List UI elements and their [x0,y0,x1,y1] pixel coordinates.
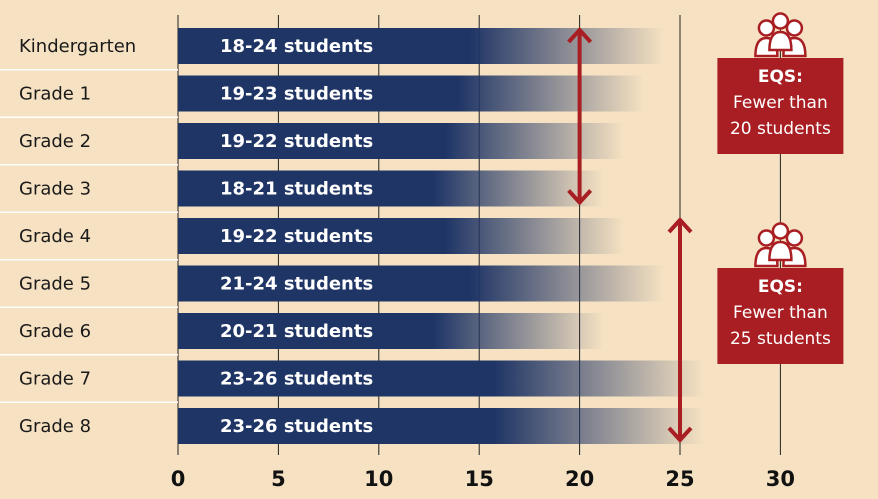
bars: 18-24 students 19-23 students 19-22 studen… [178,28,705,444]
bar [178,408,705,444]
bar-label: 19-23 students [220,84,373,105]
person-body [768,30,793,52]
bar-label: 21-24 students [220,274,373,295]
person-head [785,229,804,247]
x-tick-label: 15 [465,467,494,491]
bar [178,170,604,207]
eqs-text: 20 students [730,119,831,139]
category-label: Grade 6 [19,321,91,342]
person-head [757,229,776,247]
bar [178,360,705,397]
people-icon [754,222,807,268]
category-label: Grade 1 [19,84,91,105]
x-tick-label: 0 [171,467,186,491]
person-head [785,19,804,37]
arrow-head-down [667,426,693,443]
eqs-box [717,58,844,154]
people-icon [754,12,807,58]
range-arrow [667,217,693,443]
category-label: Kindergarten [19,36,136,57]
arrow-head-up [567,27,593,44]
bar-label: 18-21 students [220,179,373,200]
bar [178,75,644,112]
person-body [768,240,793,262]
bar [178,218,624,254]
bar-label: 19-22 students [220,226,373,247]
bar [178,123,624,159]
eqs-text: Fewer than [733,303,828,323]
category-label: Grade 2 [19,131,91,152]
bar-label: 23-26 students [220,416,373,437]
x-tick-label: 10 [364,467,393,491]
x-axis-ticks: 0 5 10 15 20 25 30 [171,467,795,491]
bar-label: 19-22 students [220,131,373,152]
category-label: Grade 7 [19,369,91,390]
person-head [771,222,790,240]
category-label: Grade 4 [19,226,91,247]
x-tick-label: 5 [271,467,286,491]
bar-label: 20-21 students [220,321,373,342]
category-label: Grade 3 [19,179,91,200]
bar-label: 23-26 students [220,369,373,390]
category-label: Grade 5 [19,274,91,295]
person-head [771,12,790,30]
category-label: Grade 8 [19,416,91,437]
x-tick-label: 30 [766,467,795,491]
arrow-head-down [567,189,593,206]
eqs-box [717,268,844,364]
person-head [757,19,776,37]
eqs-text: Fewer than [733,93,828,113]
bar [178,265,664,302]
x-tick-label: 20 [565,467,594,491]
eqs-text: 25 students [730,329,831,349]
bar [178,313,604,349]
eqs-title: EQS: [758,67,803,87]
range-arrow [567,27,593,206]
category-labels: Kindergarten Grade 1 Grade 2 Grade 3 Grade 4… [0,36,178,437]
eqs-title: EQS: [758,277,803,297]
bar-label: 18-24 students [220,36,373,57]
standards: EQS: Fewer than 20 students EQS: Fewer than 2… [567,12,844,443]
arrow-head-up [667,217,693,234]
x-tick-label: 25 [665,467,694,491]
